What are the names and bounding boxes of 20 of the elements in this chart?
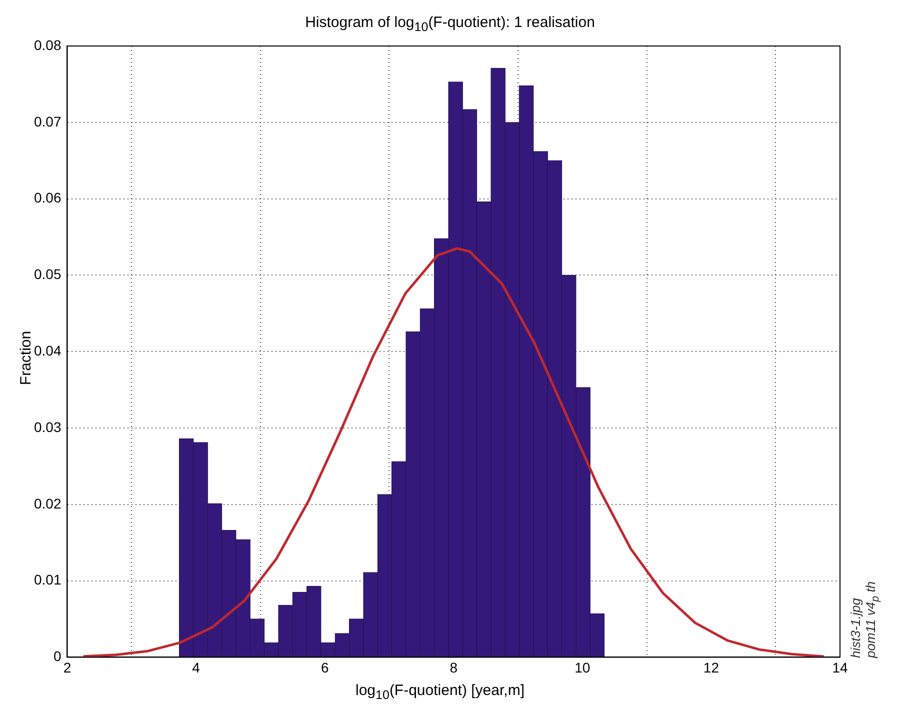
x-tick-label: 10 [574, 659, 590, 676]
x-tick-label: 4 [192, 659, 200, 676]
chart-title: Histogram of log$_{10}$(F-quotient): 1 realisation [304, 14, 596, 34]
y-tick-label: 0.08 [34, 36, 62, 53]
y-tick-label: 0.02 [34, 495, 62, 512]
x-tick-label: 2 [63, 659, 72, 676]
x-axis-title: log$_{10}$(F-quotient) [year,m] [354, 682, 526, 702]
y-tick-label: 0.04 [34, 342, 62, 358]
y-tick-label: 0.06 [34, 190, 62, 206]
y-tick-label: 0.05 [34, 266, 62, 282]
y-tick-label: 0 [53, 648, 62, 664]
y-axis-title: Fraction [18, 330, 34, 386]
y-tick-label: 0.01 [34, 572, 62, 588]
x-tick-label: 8 [450, 659, 458, 676]
x-tick-label: 6 [320, 659, 329, 676]
y-tick-label: 0.03 [34, 418, 62, 435]
text: hist3-1.jpg [848, 597, 863, 658]
y-tick-label: 0.07 [34, 113, 62, 130]
x-tick-label: 14 [832, 659, 848, 676]
x-tick-label: 12 [703, 659, 720, 676]
